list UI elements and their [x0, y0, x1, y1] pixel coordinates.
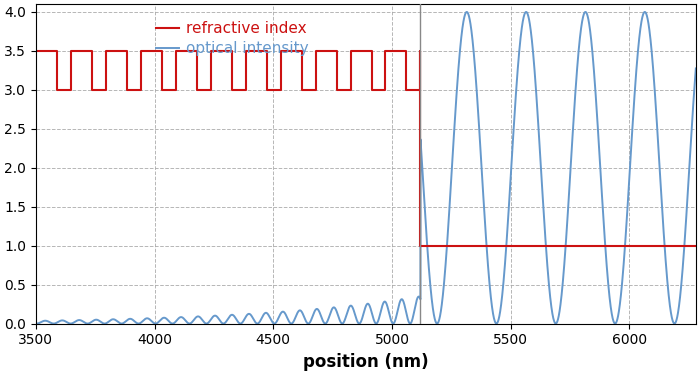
- refractive index: [172, 88, 180, 92]
- optical intensity: [640, 10, 649, 14]
- refractive index: [102, 49, 110, 53]
- refractive index: [52, 49, 61, 53]
- refractive index: [66, 88, 75, 92]
- refractive index: [312, 88, 320, 92]
- refractive index: [102, 88, 110, 92]
- refractive index: [122, 88, 131, 92]
- refractive index: [193, 49, 201, 53]
- refractive index: [206, 88, 215, 92]
- refractive index: [158, 88, 166, 92]
- refractive index: [136, 88, 145, 92]
- refractive index: [172, 49, 180, 53]
- refractive index: [298, 49, 306, 53]
- refractive index: [368, 49, 376, 53]
- refractive index: [416, 88, 425, 92]
- Line: refractive index: refractive index: [36, 51, 696, 246]
- optical intensity: [253, 321, 262, 326]
- refractive index: [262, 49, 271, 53]
- refractive index: [346, 88, 355, 92]
- refractive index: [402, 88, 411, 92]
- optical intensity: [202, 321, 211, 326]
- optical intensity: [32, 321, 40, 326]
- refractive index: [241, 49, 250, 53]
- refractive index: [312, 49, 320, 53]
- refractive index: [416, 243, 425, 248]
- refractive index: [136, 49, 145, 53]
- refractive index: [276, 88, 285, 92]
- refractive index: [193, 88, 201, 92]
- refractive index: [416, 49, 425, 53]
- refractive index: [228, 49, 236, 53]
- optical intensity: [433, 321, 442, 326]
- optical intensity: [379, 301, 387, 306]
- refractive index: [382, 49, 390, 53]
- refractive index: [206, 49, 215, 53]
- refractive index: [122, 49, 131, 53]
- refractive index: [402, 49, 411, 53]
- X-axis label: position (nm): position (nm): [303, 353, 428, 371]
- refractive index: [158, 49, 166, 53]
- Line: optical intensity: optical intensity: [36, 12, 696, 324]
- refractive index: [32, 49, 40, 53]
- refractive index: [88, 49, 96, 53]
- refractive index: [368, 88, 376, 92]
- refractive index: [228, 88, 236, 92]
- refractive index: [66, 49, 75, 53]
- refractive index: [52, 88, 61, 92]
- refractive index: [692, 243, 700, 248]
- refractive index: [346, 49, 355, 53]
- refractive index: [298, 88, 306, 92]
- refractive index: [88, 88, 96, 92]
- refractive index: [262, 88, 271, 92]
- refractive index: [241, 88, 250, 92]
- refractive index: [332, 49, 341, 53]
- Legend: refractive index, optical intensity: refractive index, optical intensity: [155, 21, 309, 56]
- optical intensity: [370, 318, 378, 322]
- refractive index: [382, 88, 390, 92]
- optical intensity: [692, 66, 700, 71]
- optical intensity: [130, 318, 138, 323]
- refractive index: [332, 88, 341, 92]
- refractive index: [276, 49, 285, 53]
- optical intensity: [66, 321, 75, 326]
